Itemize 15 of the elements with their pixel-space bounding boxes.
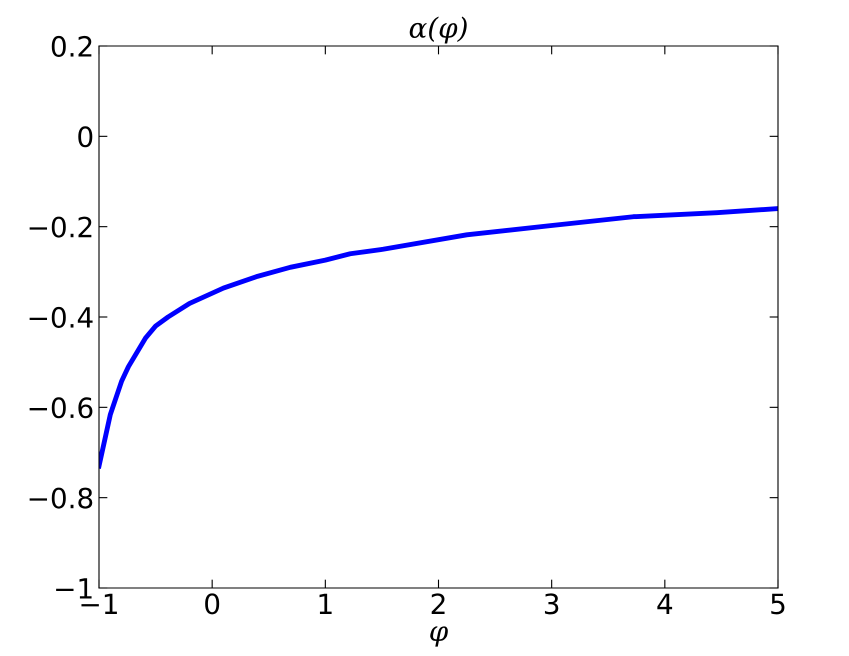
x-tick-label: 4 [657,594,672,614]
line-series [99,206,778,468]
y-tick-label: 0.2 [52,36,92,57]
x-tick-label: 3 [544,593,558,614]
chart-title: α(φ) [410,16,467,44]
x-tick-label: 5 [771,594,784,614]
x-tick-label: 0 [205,593,220,614]
x-tick-label: 1 [320,594,332,614]
y-tick-label: 0 [78,126,92,148]
x-tick-label: 2 [432,593,445,614]
x-axis-title: φ [430,626,448,647]
y-tick-label: −0.8 [30,488,92,509]
y-tick-label: −0.4 [30,306,93,328]
y-tick-label: −0.2 [30,216,92,238]
y-tick-label: −0.6 [30,397,92,418]
